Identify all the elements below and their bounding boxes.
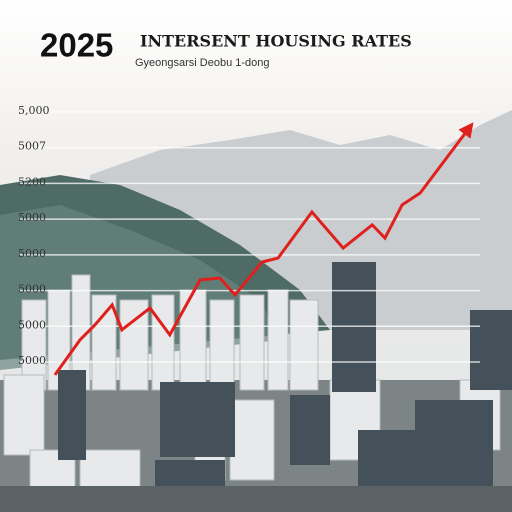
y-tick-label: 5000 [18, 318, 46, 331]
y-tick-label: 5007 [18, 140, 46, 153]
chart-subtitle: Gyeongsarsi Deobu 1-dong [135, 57, 270, 69]
y-tick-label: 5,000 [18, 104, 50, 117]
y-tick-label: 5000 [18, 354, 46, 367]
chart-heading: INTERSENT HOUSING RATES [140, 32, 412, 51]
y-tick-label: 5200 [18, 175, 46, 188]
chart-title: 2025 [40, 27, 113, 64]
y-tick-label: 5000 [18, 211, 46, 224]
y-tick-label: 5000 [18, 283, 46, 296]
y-tick-label: 5000 [18, 247, 46, 260]
data-line [53, 122, 474, 376]
